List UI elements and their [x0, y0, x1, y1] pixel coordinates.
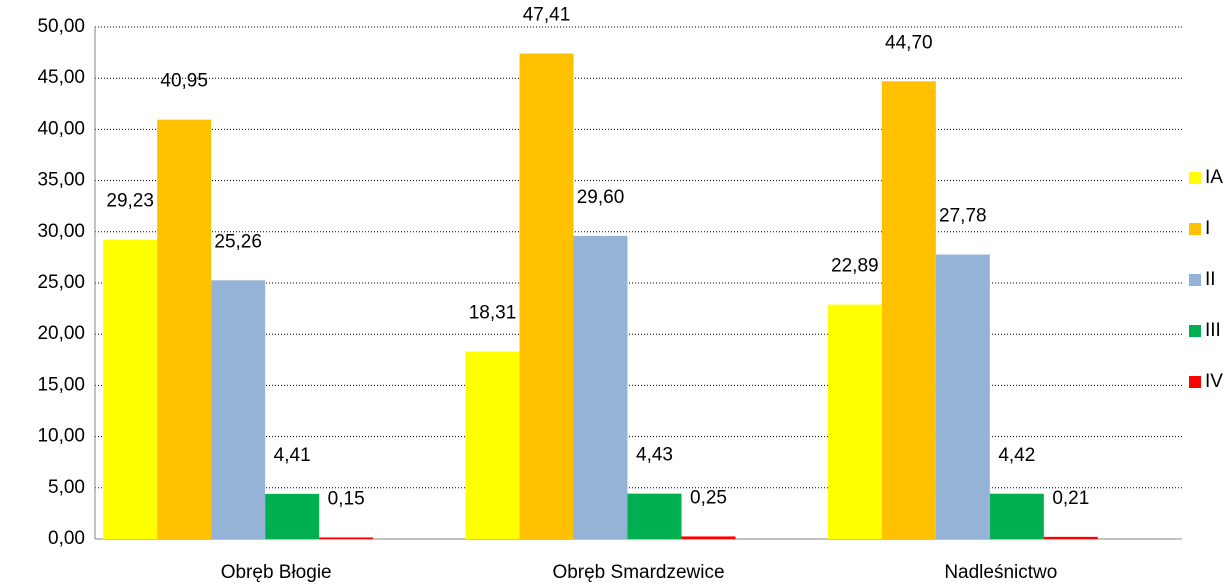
x-tick-label: Nadleśnictwo [944, 562, 1057, 583]
data-label: 40,95 [160, 71, 208, 92]
legend-swatch [1189, 223, 1201, 235]
data-label: 25,26 [214, 231, 262, 252]
legend-swatch [1189, 172, 1201, 184]
bar [211, 280, 266, 539]
legend-label: I [1205, 218, 1210, 239]
bar [827, 304, 882, 539]
bar [103, 239, 158, 539]
y-tick-label: 5,00 [48, 477, 85, 498]
x-tick-label: Obręb Smardzewice [552, 562, 724, 583]
bar [881, 81, 936, 539]
legend-swatch [1189, 325, 1201, 337]
y-tick-label: 15,00 [37, 374, 85, 395]
y-tick-label: 45,00 [37, 67, 85, 88]
data-label: 27,78 [939, 206, 987, 227]
data-label: 29,23 [106, 191, 154, 212]
bar [465, 351, 520, 539]
data-label: 29,60 [577, 187, 625, 208]
data-label: 4,42 [998, 445, 1035, 466]
y-tick-label: 35,00 [37, 170, 85, 191]
bar [519, 53, 574, 539]
y-tick-label: 40,00 [37, 118, 85, 139]
legend-label: IA [1205, 167, 1223, 188]
bar [573, 235, 628, 539]
bar [319, 537, 374, 539]
bar [265, 493, 320, 539]
legend-swatch [1189, 274, 1201, 286]
bar [1043, 536, 1098, 539]
bar [935, 254, 990, 539]
legend-label: III [1205, 320, 1221, 341]
legend-label: II [1205, 269, 1216, 290]
bar [157, 119, 212, 539]
data-label: 0,15 [328, 488, 365, 509]
data-label: 47,41 [523, 5, 571, 26]
data-label: 4,43 [636, 445, 673, 466]
y-tick-label: 25,00 [37, 272, 85, 293]
legend-swatch [1189, 376, 1201, 388]
bar [681, 536, 736, 539]
y-tick-label: 20,00 [37, 323, 85, 344]
y-tick-label: 0,00 [48, 528, 85, 549]
x-tick-label: Obręb Błogie [221, 562, 332, 583]
legend-label: IV [1205, 371, 1223, 392]
bar [989, 493, 1044, 539]
y-tick-label: 30,00 [37, 221, 85, 242]
y-tick-label: 50,00 [37, 16, 85, 37]
bar [627, 493, 682, 539]
data-label: 22,89 [831, 256, 879, 277]
data-label: 4,41 [274, 445, 311, 466]
data-label: 18,31 [469, 303, 517, 324]
data-label: 44,70 [885, 32, 933, 53]
data-label: 0,25 [690, 487, 727, 508]
y-tick-label: 10,00 [37, 426, 85, 447]
data-label: 0,21 [1052, 488, 1089, 509]
